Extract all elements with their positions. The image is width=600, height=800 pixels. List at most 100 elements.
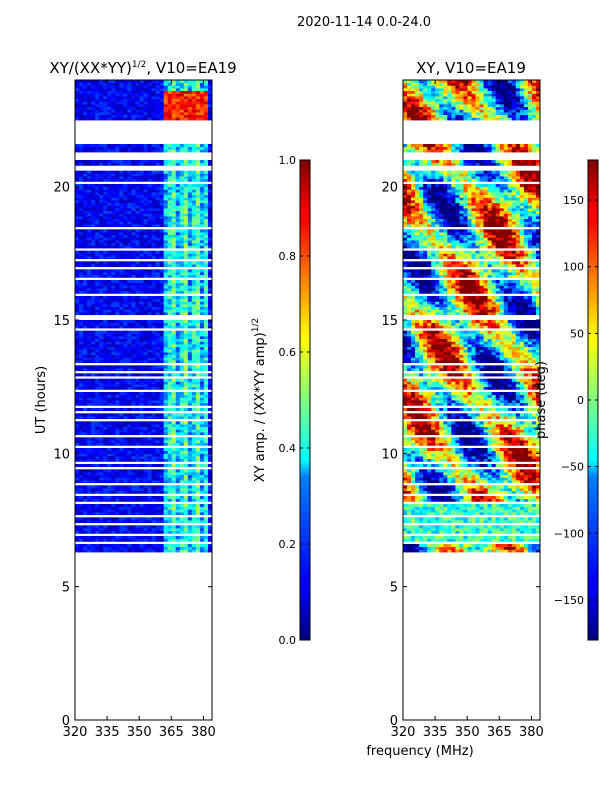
amp-heatmap-cell [127, 253, 133, 257]
amp-heatmap-cell [119, 186, 124, 190]
amp-heatmap-cell [119, 90, 124, 94]
amp-heatmap-cell [163, 85, 169, 89]
amp-heatmap-cell [87, 186, 92, 190]
amp-heatmap-cell [123, 474, 128, 478]
amp-heatmap-cell [159, 261, 165, 265]
amp-heatmap-cell [111, 224, 116, 228]
amp-heatmap-cell [123, 253, 128, 257]
amp-heatmap-cell [155, 237, 161, 241]
amp-heatmap-cell [127, 298, 133, 302]
amp-heatmap-cell [127, 85, 133, 89]
amp-heatmap-cell [79, 421, 84, 425]
phase-heatmap-cell [447, 546, 452, 550]
amp-heatmap-cell [183, 240, 189, 244]
amp-heatmap-cell [75, 442, 80, 446]
amp-heatmap-cell [159, 397, 165, 401]
amp-heatmap-cell [135, 424, 141, 428]
amp-heatmap-cell [131, 221, 137, 225]
amp-heatmap-cell [99, 480, 104, 484]
phase-heatmap-cell [411, 517, 416, 521]
amp-heatmap-cell [203, 210, 209, 214]
amp-heatmap-cell [119, 394, 124, 398]
amp-heatmap-cell [127, 250, 133, 254]
amp-heatmap-cell [159, 234, 165, 238]
amp-heatmap-cell [203, 429, 209, 433]
phase-heatmap-cell [431, 517, 436, 521]
amp-heatmap-cell [115, 114, 120, 118]
amp-heatmap-cell [79, 192, 84, 196]
amp-heatmap-cell [111, 242, 116, 246]
amp-heatmap-cell [75, 216, 80, 220]
amp-heatmap-cell [203, 544, 209, 548]
amp-heatmap-cell [99, 93, 104, 97]
amp-heatmap-cell [195, 237, 201, 241]
amp-heatmap-cell [111, 544, 116, 548]
amp-heatmap-cell [115, 416, 120, 420]
amp-heatmap-cell [199, 282, 205, 286]
amp-heatmap-cell [111, 298, 116, 302]
amp-heatmap-cell [155, 210, 161, 214]
amp-heatmap-cell [195, 504, 201, 508]
amp-heatmap-cell [119, 176, 124, 180]
amp-heatmap-cell [155, 450, 161, 454]
phase-heatmap-cell [419, 520, 424, 524]
amp-heatmap-cell [75, 93, 80, 97]
amp-heatmap-cell [195, 202, 201, 206]
amp-heatmap-cell [79, 330, 84, 334]
amp-heatmap-cell [79, 416, 84, 420]
amp-heatmap-cell [179, 96, 185, 100]
amp-heatmap-cell [79, 98, 84, 102]
amp-heatmap-cell [79, 112, 84, 116]
amp-heatmap-cell [127, 224, 133, 228]
amp-heatmap-cell [135, 421, 141, 425]
amp-heatmap-cell [175, 480, 181, 484]
amp-heatmap-cell [147, 344, 153, 348]
amp-heatmap-cell [111, 450, 116, 454]
amp-heatmap-cell [75, 474, 80, 478]
amp-heatmap-cell [135, 429, 141, 433]
phase-heatmap-cell [495, 546, 501, 550]
amp-heatmap-cell [95, 274, 100, 278]
amp-heatmap-cell [111, 472, 116, 476]
amp-heatmap-cell [207, 162, 212, 166]
amp-heatmap-cell [87, 453, 92, 457]
amp-heatmap-cell [95, 549, 100, 553]
amp-heatmap-cell [171, 488, 177, 492]
amp-heatmap-cell [75, 368, 80, 372]
amp-heatmap-cell [103, 528, 108, 532]
amp-heatmap-cell [115, 253, 120, 257]
amp-heatmap-cell [191, 338, 197, 342]
amp-heatmap-cell [187, 480, 193, 484]
amp-heatmap-cell [91, 306, 96, 310]
amp-heatmap-cell [135, 477, 141, 481]
amp-heatmap-cell [115, 477, 120, 481]
amp-heatmap-cell [183, 162, 189, 166]
amp-heatmap-cell [103, 512, 108, 516]
amp-heatmap-cell [207, 498, 212, 502]
amp-heatmap-cell [147, 336, 153, 340]
amp-heatmap-cell [147, 458, 153, 462]
amp-heatmap-cell [79, 429, 84, 433]
amp-heatmap-cell [119, 517, 124, 521]
phase-heatmap-cell [427, 549, 432, 553]
amp-heatmap-cell [159, 82, 165, 86]
amp-heatmap-cell [183, 330, 189, 334]
amp-heatmap-cell [147, 101, 153, 105]
amp-heatmap-cell [123, 290, 128, 294]
amp-heatmap-cell [155, 146, 161, 150]
amp-heatmap-cell [203, 373, 209, 377]
amp-heatmap-cell [123, 530, 128, 534]
amp-heatmap-cell [167, 264, 173, 268]
amp-heatmap-cell [135, 349, 141, 353]
amp-heatmap-cell [107, 93, 112, 97]
amp-heatmap-cell [171, 117, 177, 121]
amp-heatmap-cell [187, 450, 193, 454]
amp-heatmap-cell [203, 416, 209, 420]
amp-heatmap-cell [107, 456, 112, 460]
amp-heatmap-cell [111, 456, 116, 460]
amp-heatmap-cell [155, 472, 161, 476]
amp-heatmap-cell [143, 488, 149, 492]
amp-heatmap-cell [199, 229, 205, 233]
amp-heatmap-cell [131, 184, 137, 188]
phase-heatmap-cell [455, 536, 461, 540]
